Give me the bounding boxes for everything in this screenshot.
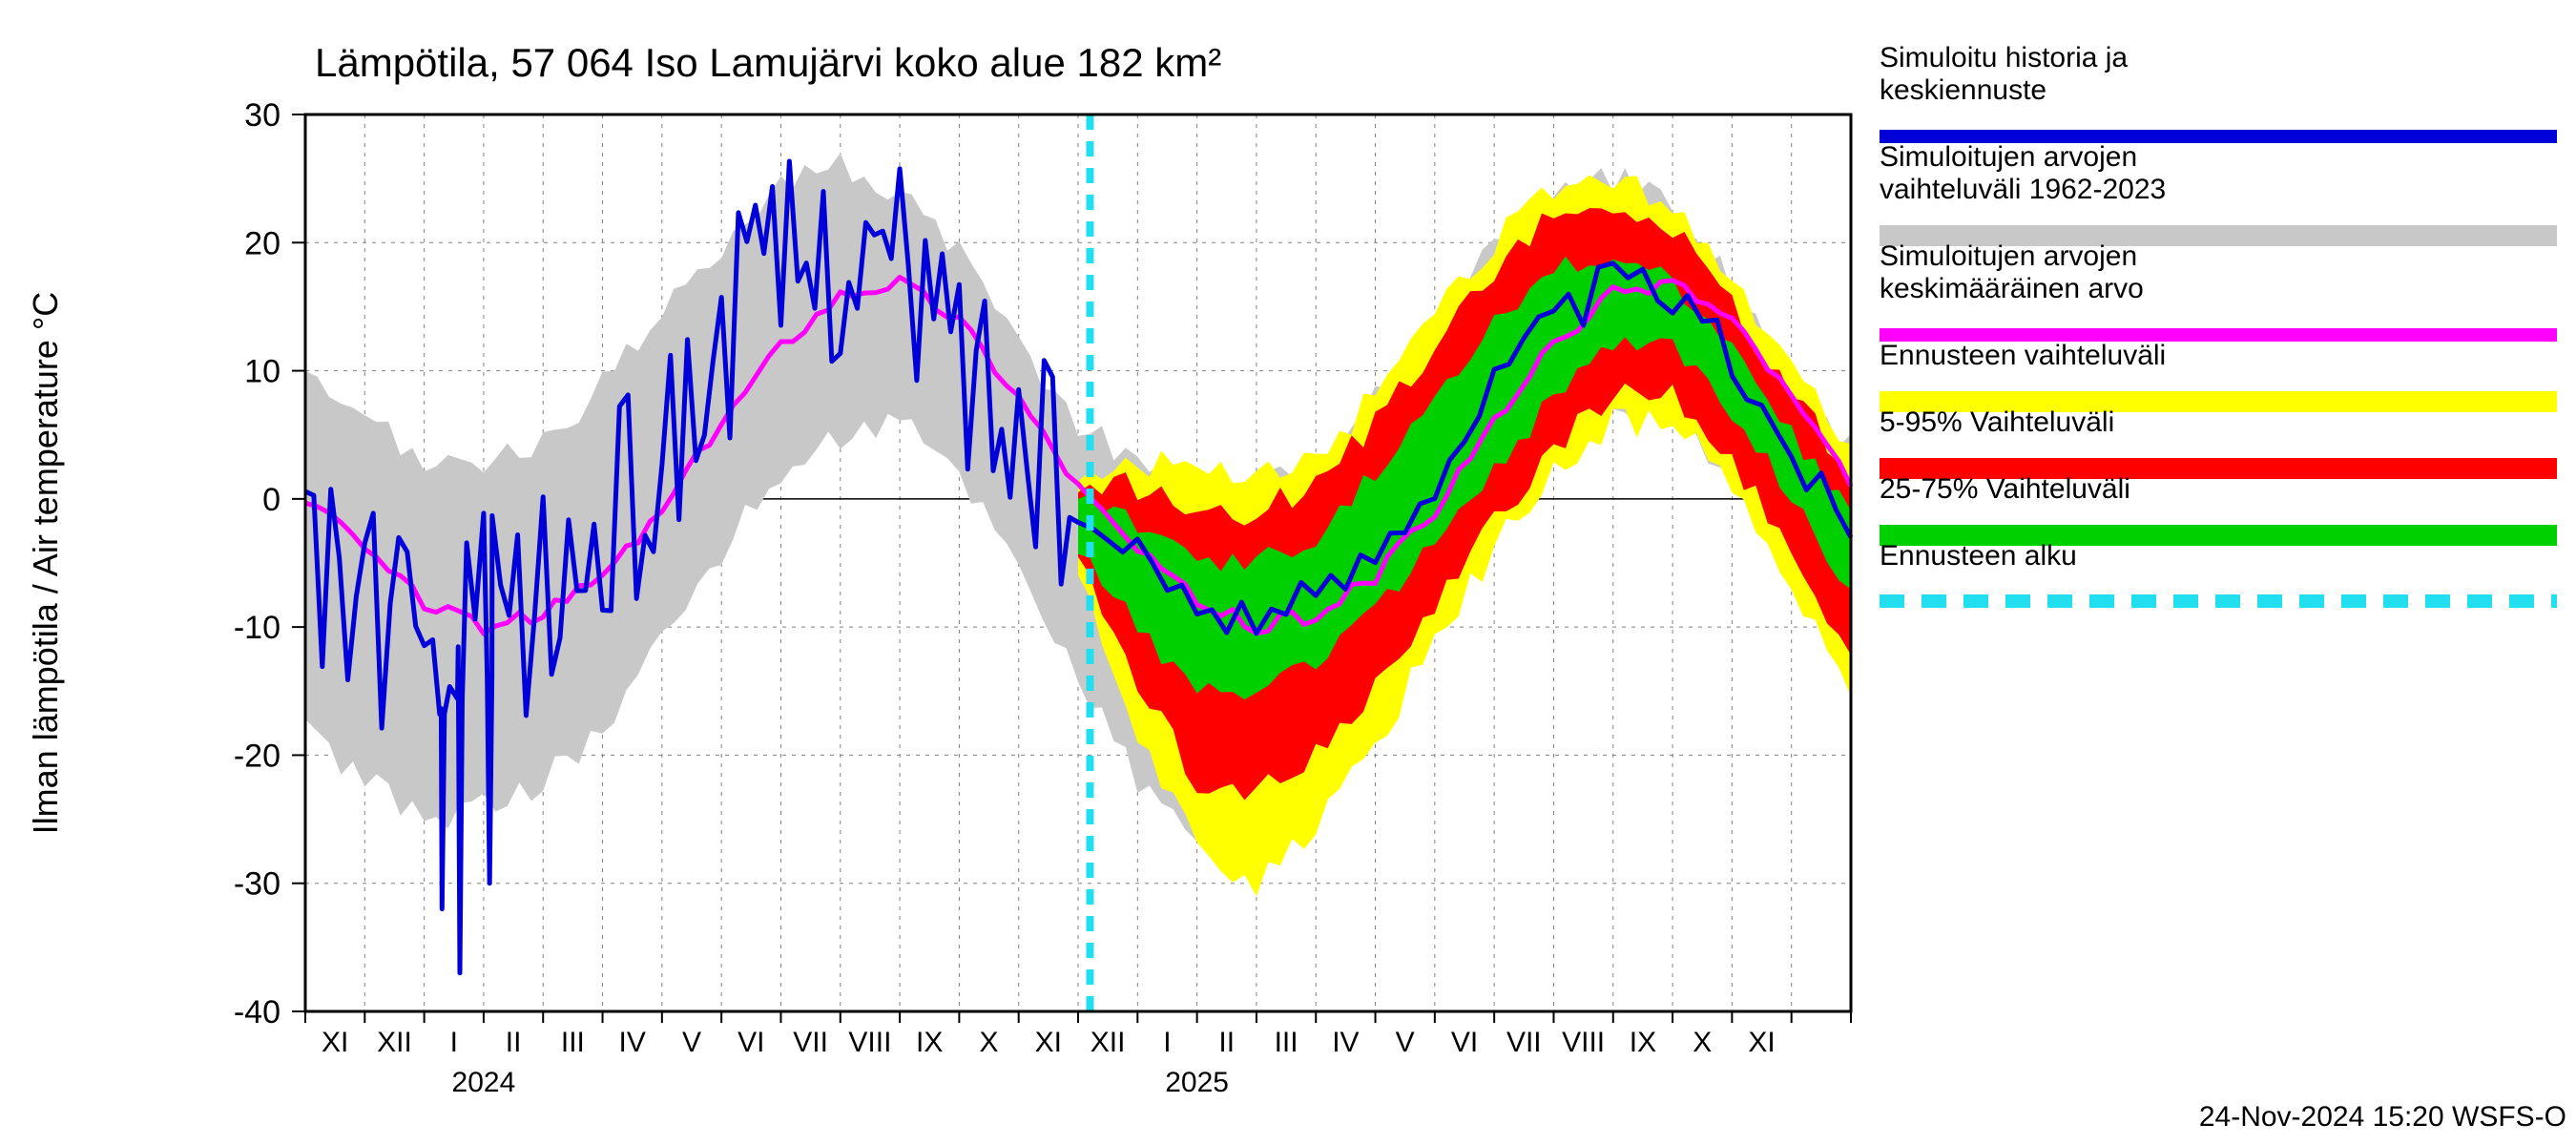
svg-text:2024: 2024 [452,1067,516,1098]
svg-text:IX: IX [1630,1027,1656,1058]
svg-text:vaihteluväli 1962-2023: vaihteluväli 1962-2023 [1880,174,2166,205]
svg-text:X: X [1693,1027,1712,1058]
svg-text:VI: VI [1451,1027,1478,1058]
svg-text:IV: IV [619,1027,646,1058]
svg-text:IX: IX [916,1027,943,1058]
svg-text:2025: 2025 [1165,1067,1229,1098]
svg-text:-40: -40 [234,994,280,1030]
svg-text:Simuloitujen arvojen: Simuloitujen arvojen [1880,141,2137,173]
svg-text:-30: -30 [234,866,280,903]
svg-text:-10: -10 [234,610,280,646]
svg-text:Ennusteen vaihteluväli: Ennusteen vaihteluväli [1880,340,2166,371]
svg-text:I: I [450,1027,458,1058]
svg-text:30: 30 [244,97,280,134]
svg-text:25-75% Vaihteluväli: 25-75% Vaihteluväli [1880,473,2130,505]
svg-text:X: X [980,1027,999,1058]
svg-text:I: I [1163,1027,1171,1058]
svg-text:24-Nov-2024 15:20 WSFS-O: 24-Nov-2024 15:20 WSFS-O [2199,1101,2566,1133]
svg-text:II: II [506,1027,522,1058]
svg-text:Ilman lämpötila / Air temperat: Ilman lämpötila / Air temperature °C [26,292,65,835]
svg-text:keskimääräinen arvo: keskimääräinen arvo [1880,273,2144,304]
svg-text:V: V [1396,1027,1415,1058]
svg-text:XII: XII [377,1027,412,1058]
svg-text:XI: XI [322,1027,348,1058]
svg-text:VIII: VIII [848,1027,891,1058]
svg-text:VII: VII [1506,1027,1542,1058]
svg-text:XI: XI [1035,1027,1062,1058]
svg-text:IV: IV [1332,1027,1359,1058]
svg-text:5-95% Vaihteluväli: 5-95% Vaihteluväli [1880,406,2114,438]
svg-text:Lämpötila, 57 064 Iso Lamujärv: Lämpötila, 57 064 Iso Lamujärvi koko alu… [315,40,1221,85]
svg-text:keskiennuste: keskiennuste [1880,74,2046,106]
svg-text:0: 0 [262,482,280,518]
svg-text:VI: VI [737,1027,764,1058]
svg-text:V: V [682,1027,701,1058]
svg-text:III: III [1275,1027,1298,1058]
svg-text:Simuloitu historia ja: Simuloitu historia ja [1880,42,2128,73]
svg-text:20: 20 [244,225,280,261]
svg-text:VIII: VIII [1562,1027,1605,1058]
svg-text:-20: -20 [234,738,280,774]
svg-text:XII: XII [1091,1027,1126,1058]
svg-text:10: 10 [244,354,280,390]
svg-text:III: III [561,1027,585,1058]
svg-text:Ennusteen alku: Ennusteen alku [1880,540,2077,572]
svg-text:Simuloitujen arvojen: Simuloitujen arvojen [1880,240,2137,272]
svg-text:VII: VII [793,1027,828,1058]
svg-text:XI: XI [1748,1027,1775,1058]
svg-text:II: II [1218,1027,1235,1058]
